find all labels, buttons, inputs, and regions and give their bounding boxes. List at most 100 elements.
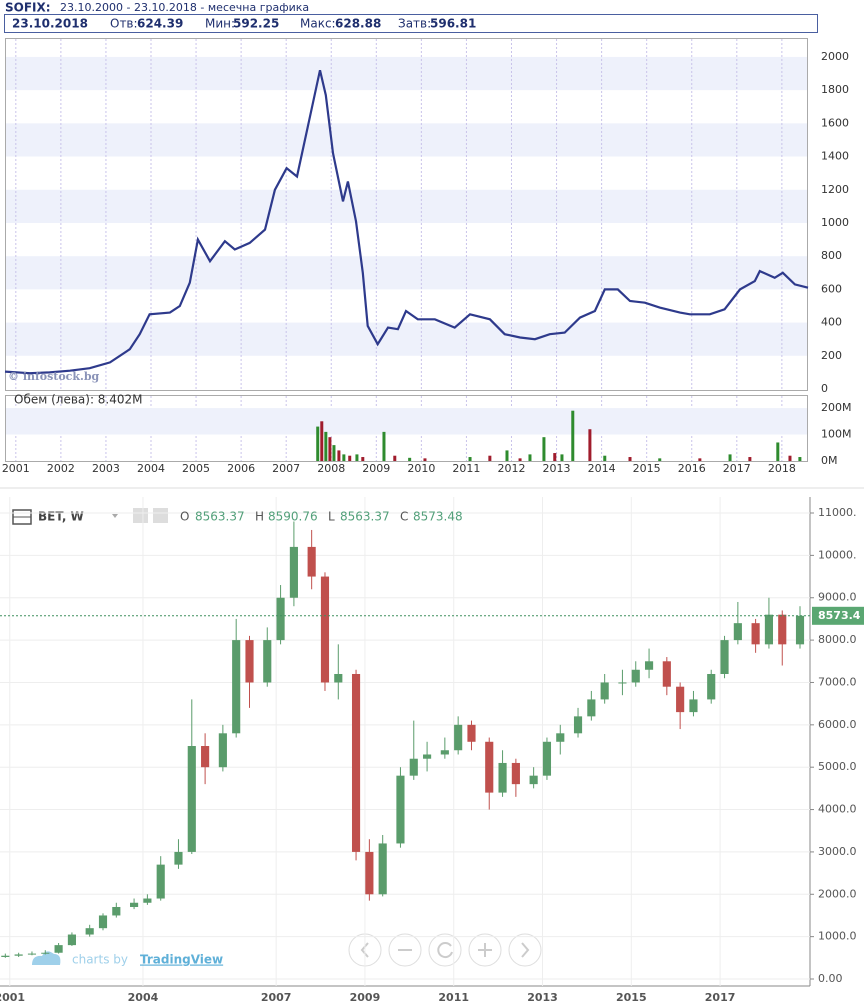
y-tick-label: 3000.0 [818,845,857,858]
candle-body [187,746,196,852]
candle-body [467,724,476,742]
candle-body [423,754,432,759]
symbol-dropdown[interactable] [112,514,118,518]
y-tick-label: 8000.0 [818,633,857,646]
volume-bar [588,429,592,461]
y-tick-label: 200M [821,401,852,414]
candle-body [365,851,374,895]
x-tick-label: 2014 [588,462,616,475]
volume-bar [560,454,564,461]
candle-body [676,686,685,713]
candle-body [498,762,507,793]
sofix-title: SOFIX: [5,1,51,15]
candle-body [631,669,640,683]
band [6,322,807,356]
candle-body [662,661,671,687]
band [6,123,807,157]
volume-bar [571,410,575,461]
symbol-icon[interactable] [12,509,32,525]
tv-logo [32,951,61,965]
volume-bar [355,454,359,461]
candle-body [307,546,316,577]
candle-body [245,640,254,683]
scroll-right[interactable] [508,933,542,967]
y-tick-label: 400 [821,316,842,329]
candle-body [396,775,405,844]
x-tick-label: 2013 [543,462,571,475]
ohlc-label: O [180,510,189,524]
volume-bar [332,445,336,461]
y-tick-label: 200 [821,349,842,362]
x-tick-label: 2016 [678,462,706,475]
band [6,256,807,290]
candle-body [764,614,774,645]
candle-body [644,661,654,670]
volume-bar [393,455,397,461]
x-tick-label: 2008 [317,462,345,475]
volume-bar [698,458,702,461]
reset[interactable] [428,933,462,967]
volume-bar [553,453,557,461]
x-tick-label: 2002 [47,462,75,475]
x-tick-label: 2007 [272,462,300,475]
settings-button[interactable] [133,508,148,523]
candle-body [440,750,449,755]
bet-title: BET, W [38,510,84,524]
candle-body [143,898,152,903]
scroll-left-icon [360,942,369,958]
candle-body [85,928,94,935]
volume-bar [788,455,792,461]
candle-body [67,934,76,946]
candle-body [689,699,698,713]
candle-body [720,640,729,674]
candle-body [618,682,627,684]
compare-button[interactable] [153,508,168,523]
info-bar [4,14,818,33]
candle-body [54,945,63,953]
candle-body [320,576,330,683]
band [6,189,807,223]
y-tick-label: 2000.0 [818,887,857,900]
x-tick-label: 2015 [633,462,661,475]
volume-bar [324,431,328,461]
volume-bar [658,458,662,461]
y-tick-label: 0 [821,382,828,395]
reset-icon [437,942,453,959]
info-label: Мин: [205,17,235,31]
x-tick-label: 2001 [0,991,25,1004]
bet-plot [0,497,810,986]
ohlc-value: 8563.37 [195,510,245,524]
y-tick-label: 11000. [818,506,857,519]
volume-label: Обем (лева): 8.402M [14,393,143,407]
volume-bar [408,457,412,461]
x-tick-label: 2018 [768,462,796,475]
zoom-in-icon [478,943,492,957]
watermark-link[interactable]: TradingView [140,953,223,967]
candle-body [289,546,298,598]
y-tick-label: 600 [821,282,842,295]
candle-body [733,623,742,641]
watermark: © infostock.bg [8,370,100,383]
candle-body [156,864,165,899]
volume-bar [505,450,509,461]
candle-body [201,746,210,768]
x-tick-label: 2017 [705,991,736,1004]
info-value: 592.25 [233,17,279,31]
volume-bar [361,457,365,461]
x-tick-label: 2001 [2,462,30,475]
candle-body [14,954,23,956]
x-tick-label: 2013 [527,991,558,1004]
candle-body [351,673,361,852]
scroll-right-icon [521,942,530,958]
y-tick-label: 6000.0 [818,718,857,731]
volume-bar [528,454,532,461]
volume-bar [542,437,546,461]
volume-bar [423,458,427,461]
candle-body [27,953,37,955]
volume-bar [628,457,632,461]
ohlc-label: H [255,510,264,524]
volume-bar [320,421,324,461]
band [6,408,807,435]
info-label: Затв: [398,17,431,31]
ohlc-value: 8590.76 [268,510,318,524]
